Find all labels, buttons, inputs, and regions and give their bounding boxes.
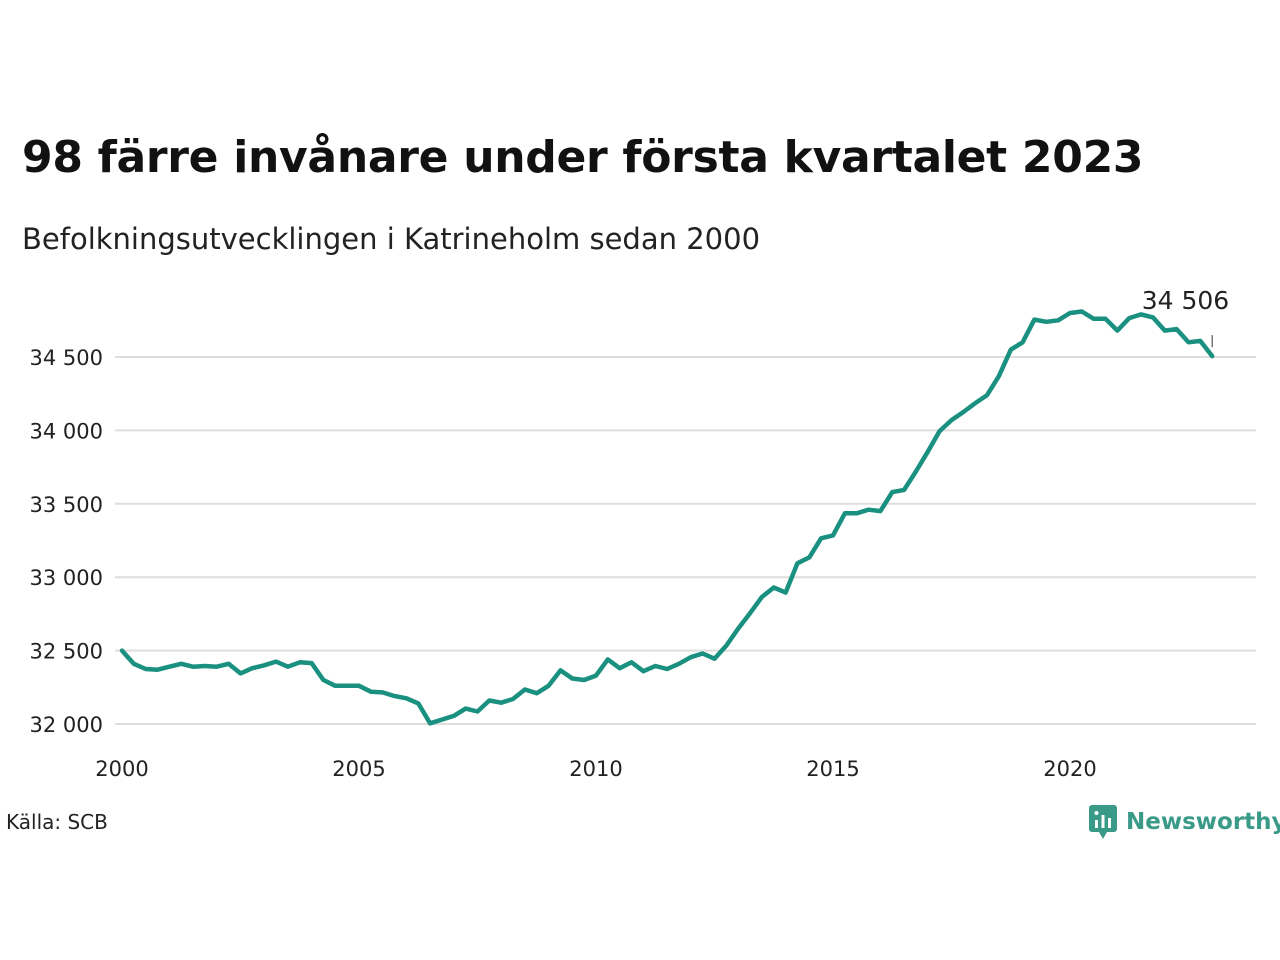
y-tick-label: 32 500: [30, 640, 103, 664]
series-lines: [119, 309, 1215, 726]
y-tick-label: 34 500: [30, 346, 103, 370]
x-tick-label: 2005: [332, 757, 385, 781]
x-tick-label: 2000: [95, 757, 148, 781]
brand-logo[interactable]: Newsworthy: [1088, 804, 1280, 840]
chart-subtitle: Befolkningsutvecklingen i Katrineholm se…: [22, 222, 761, 256]
source-label: Källa: SCB: [6, 810, 108, 834]
chart-title: 98 färre invånare under första kvartalet…: [22, 132, 1144, 183]
x-axis-tick-labels: 2000 2005 2010 2015 2020: [95, 757, 1096, 781]
end-annotation: 34 506: [1142, 286, 1229, 348]
y-tick-label: 33 000: [30, 566, 103, 590]
end-value-label: 34 506: [1142, 286, 1229, 315]
y-tick-label: 33 500: [30, 493, 103, 517]
newsworthy-logo-icon: [1089, 805, 1117, 839]
x-tick-label: 2020: [1043, 757, 1096, 781]
series-line: [119, 309, 1215, 726]
y-tick-label: 34 000: [30, 419, 103, 443]
y-axis-tick-labels: 32 000 32 500 33 000 33 500 34 000 34 500: [30, 346, 103, 737]
y-tick-label: 32 000: [30, 713, 103, 737]
brand-name: Newsworthy: [1126, 809, 1280, 835]
y-gridlines: [115, 356, 1256, 725]
x-tick-label: 2010: [569, 757, 622, 781]
x-tick-label: 2015: [806, 757, 859, 781]
